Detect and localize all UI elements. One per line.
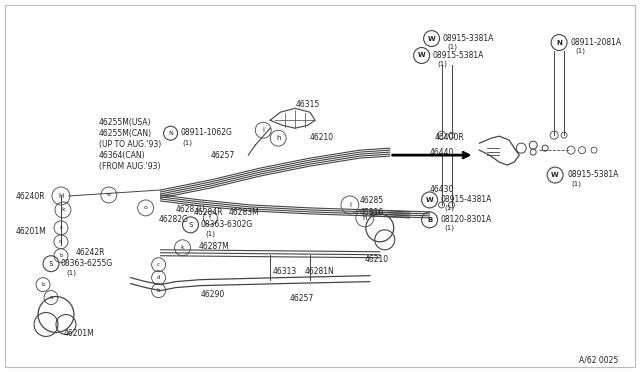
Text: i: i xyxy=(262,127,264,133)
Text: a: a xyxy=(49,295,52,300)
Text: o: o xyxy=(144,205,148,211)
Text: 08120-8301A: 08120-8301A xyxy=(440,215,492,224)
Text: (1): (1) xyxy=(66,270,76,276)
Text: b: b xyxy=(42,282,45,287)
Text: 46240R: 46240R xyxy=(15,192,45,201)
Text: 46283U: 46283U xyxy=(175,205,205,214)
Text: 46290: 46290 xyxy=(200,290,225,299)
Text: 46287M: 46287M xyxy=(198,242,229,251)
Text: (FROM AUG.'93): (FROM AUG.'93) xyxy=(99,162,161,171)
Text: (1): (1) xyxy=(445,225,454,231)
Text: H: H xyxy=(58,193,63,199)
Text: 46316: 46316 xyxy=(360,208,384,217)
Text: k: k xyxy=(180,245,184,250)
Text: (1): (1) xyxy=(182,139,193,146)
Text: N: N xyxy=(168,131,173,136)
Text: 46315: 46315 xyxy=(296,100,321,109)
Text: (UP TO AUG.'93): (UP TO AUG.'93) xyxy=(99,140,161,149)
Text: 46285: 46285 xyxy=(360,196,384,205)
Text: (1): (1) xyxy=(575,48,585,54)
Text: f: f xyxy=(209,215,211,220)
Text: W: W xyxy=(418,52,426,58)
Text: 46257: 46257 xyxy=(290,294,314,302)
Text: 46282G: 46282G xyxy=(159,215,188,224)
Text: 08363-6255G: 08363-6255G xyxy=(61,259,113,268)
Text: S: S xyxy=(188,222,193,228)
Text: 08915-4381A: 08915-4381A xyxy=(440,195,492,204)
Text: 08915-5381A: 08915-5381A xyxy=(567,170,618,179)
Text: 08915-3381A: 08915-3381A xyxy=(442,33,494,42)
Text: 08911-2081A: 08911-2081A xyxy=(570,38,621,46)
Text: 08363-6302G: 08363-6302G xyxy=(200,220,253,229)
Text: 46281N: 46281N xyxy=(305,267,335,276)
Text: 08915-5381A: 08915-5381A xyxy=(433,51,484,60)
Text: 46201M: 46201M xyxy=(15,227,46,236)
Text: 46201M: 46201M xyxy=(64,330,95,339)
Text: (1): (1) xyxy=(571,180,581,186)
Text: A/62 0025: A/62 0025 xyxy=(579,355,618,364)
Text: (1): (1) xyxy=(447,44,458,50)
Text: 46210: 46210 xyxy=(310,133,334,142)
Text: (1): (1) xyxy=(438,61,447,67)
Text: W: W xyxy=(426,197,433,203)
Text: 46257: 46257 xyxy=(211,151,235,160)
Text: W: W xyxy=(551,172,559,178)
Text: h: h xyxy=(363,215,367,221)
Text: (1): (1) xyxy=(205,231,216,237)
Text: k: k xyxy=(61,208,65,212)
Text: 46440: 46440 xyxy=(429,148,454,157)
Text: S: S xyxy=(49,261,53,267)
Text: b: b xyxy=(157,288,161,293)
Text: d: d xyxy=(60,239,63,244)
Text: (1): (1) xyxy=(445,205,454,211)
Text: i: i xyxy=(349,202,351,208)
Text: b: b xyxy=(60,253,63,258)
Text: B: B xyxy=(427,217,432,223)
Text: d: d xyxy=(157,275,161,280)
Text: 46210: 46210 xyxy=(365,255,389,264)
Text: 46430: 46430 xyxy=(429,185,454,194)
Text: 46255M(CAN): 46255M(CAN) xyxy=(99,129,152,138)
Text: c: c xyxy=(157,262,160,267)
Text: 08911-1062G: 08911-1062G xyxy=(180,128,232,137)
Text: c: c xyxy=(60,225,63,230)
Text: 46284R: 46284R xyxy=(193,208,223,217)
Text: W: W xyxy=(428,36,435,42)
Text: 46255M(USA): 46255M(USA) xyxy=(99,118,151,127)
Text: N: N xyxy=(556,39,562,45)
Text: 46242R: 46242R xyxy=(76,248,106,257)
Text: 46400R: 46400R xyxy=(435,133,465,142)
Text: 46364(CAN): 46364(CAN) xyxy=(99,151,145,160)
Text: 46283M: 46283M xyxy=(228,208,259,217)
Text: h: h xyxy=(276,135,280,141)
Text: 46313: 46313 xyxy=(272,267,296,276)
Text: e: e xyxy=(107,192,111,198)
